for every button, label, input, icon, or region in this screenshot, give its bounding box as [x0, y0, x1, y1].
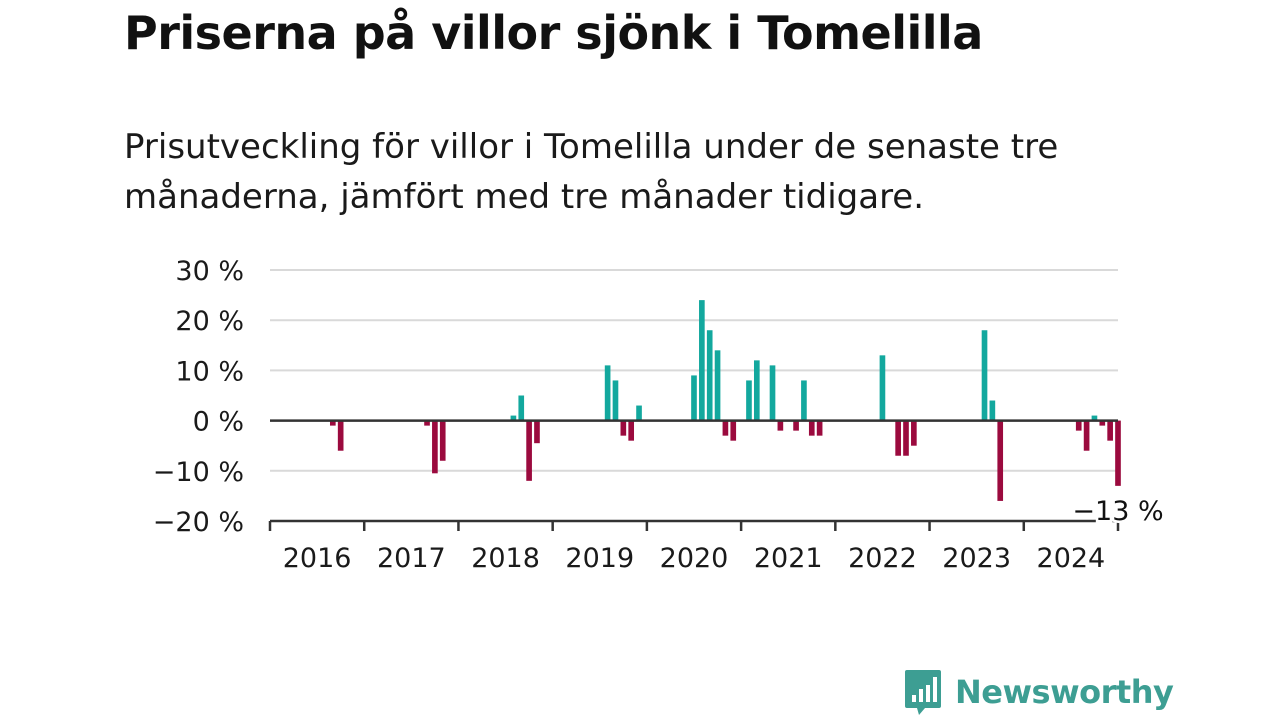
bar	[911, 420, 917, 446]
bar	[895, 420, 901, 456]
bar	[526, 420, 532, 481]
bar	[439, 420, 446, 461]
x-axis-tick-labels: 2016 2017 2018 2019 2020 2021 2022 2023 2024	[283, 543, 1105, 574]
bar	[518, 395, 525, 421]
bar	[620, 420, 627, 436]
y-tick-label: 0 %	[193, 407, 244, 438]
bar	[424, 420, 430, 426]
bar	[903, 420, 909, 456]
bar	[691, 375, 697, 421]
bar	[746, 380, 752, 421]
gridlines	[270, 269, 1118, 472]
y-tick-label: −20 %	[153, 507, 244, 538]
x-tick-label: 2020	[660, 543, 729, 574]
bar	[534, 420, 540, 444]
bar	[981, 330, 988, 421]
bar	[879, 355, 886, 421]
bar	[706, 330, 713, 421]
bar	[628, 420, 635, 441]
x-tick-label: 2017	[377, 543, 446, 574]
chart-title: Priserna på villor sjönk i Tomelilla	[124, 6, 983, 60]
x-tick-label: 2018	[471, 543, 540, 574]
bar-chart-speech-bubble-icon	[905, 670, 941, 715]
x-tick-label: 2022	[848, 543, 917, 574]
y-axis-tick-labels: 30 % 20 % 10 % 0 % −10 % −20 %	[153, 256, 244, 538]
bar	[604, 365, 611, 421]
bar	[1099, 420, 1106, 426]
bar	[1075, 420, 1082, 431]
axes	[268, 419, 1120, 531]
bar	[510, 415, 517, 421]
bar	[816, 420, 823, 436]
bar	[1091, 415, 1098, 421]
newsworthy-brand: Newsworthy	[903, 668, 1174, 716]
bar	[801, 380, 807, 421]
chart-subtitle: Prisutveckling för villor i Tomelilla un…	[124, 127, 1059, 217]
bar	[329, 420, 336, 426]
y-tick-label: −10 %	[153, 457, 244, 488]
bar	[753, 360, 760, 421]
bar	[1115, 420, 1121, 486]
bar	[1083, 420, 1090, 451]
y-tick-label: 10 %	[175, 356, 244, 387]
x-tick-label: 2016	[283, 543, 352, 574]
y-tick-label: 20 %	[175, 306, 244, 337]
bar	[714, 350, 721, 421]
y-tick-label: 30 %	[175, 256, 244, 287]
bar	[1107, 420, 1113, 441]
bar	[612, 380, 619, 421]
brand-name: Newsworthy	[955, 673, 1174, 711]
x-tick-label: 2024	[1037, 543, 1106, 574]
bar	[997, 420, 1004, 501]
bar	[730, 420, 737, 441]
bar	[337, 420, 344, 451]
bar	[989, 400, 996, 421]
bar	[432, 420, 438, 474]
bar	[777, 420, 784, 431]
bar	[722, 420, 729, 436]
bar	[699, 300, 705, 421]
bar	[769, 365, 776, 421]
x-tick-label: 2019	[565, 543, 634, 574]
annotations: −13 %	[1070, 493, 1166, 529]
bar	[808, 420, 815, 436]
bar	[793, 420, 799, 431]
x-tick-label: 2023	[942, 543, 1011, 574]
bars	[329, 300, 1121, 501]
bar	[636, 405, 642, 421]
last-value-label: −13 %	[1072, 496, 1163, 527]
x-tick-label: 2021	[754, 543, 823, 574]
